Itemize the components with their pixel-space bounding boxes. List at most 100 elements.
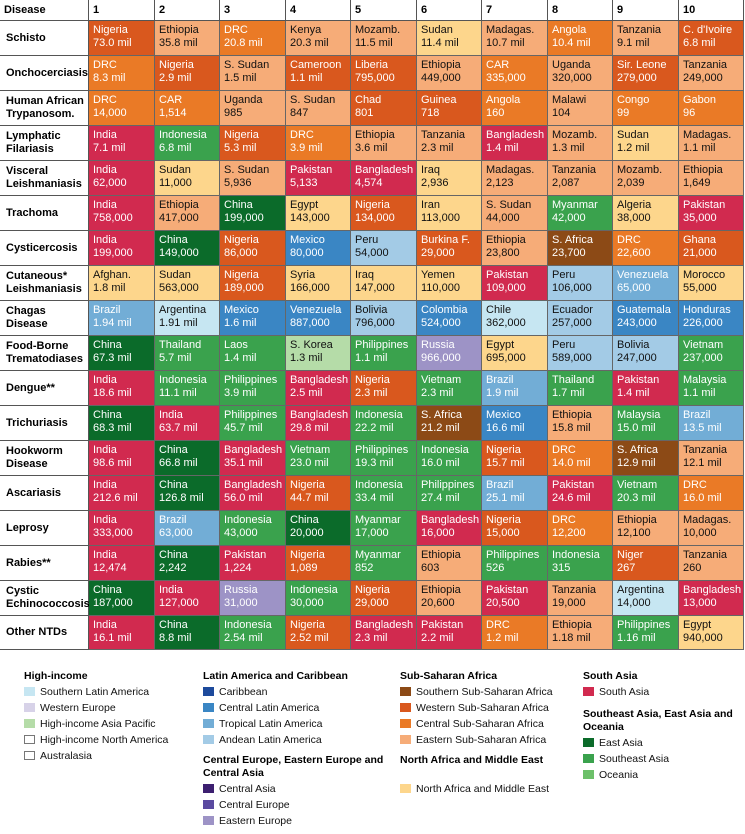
cell-country: Ethiopia: [159, 199, 199, 211]
cell-country: DRC: [93, 59, 117, 71]
legend-item: Southeast Asia: [583, 752, 669, 766]
table-cell: Nigeria 2.9 mil: [155, 56, 220, 91]
cell-country: Indonesia: [421, 444, 469, 456]
cell-country: Guatemala: [617, 304, 671, 316]
cell-country: Ethiopia: [552, 619, 592, 631]
cell-value: 2.52 mil: [290, 632, 329, 644]
cell-country: Vietnam: [421, 374, 462, 386]
cell-value: 801: [355, 107, 374, 119]
legend-item: Central Latin America: [203, 701, 319, 715]
cell-country: Indonesia: [224, 619, 272, 631]
table-cell: Brazil 13.5 mil: [679, 406, 744, 441]
legend-group-title: Central Europe, Eastern Europe and Centr…: [203, 754, 384, 779]
table-cell: Egypt 695,000: [482, 336, 548, 371]
cell-value: 106,000: [552, 282, 592, 294]
cell-country: India: [93, 234, 117, 246]
cell-country: Chile: [486, 304, 512, 316]
cell-country: Brazil: [159, 514, 187, 526]
cell-country: Malaysia: [617, 409, 661, 421]
cell-value: 335,000: [486, 72, 526, 84]
table-cell: Burkina F. 29,000: [417, 231, 482, 266]
cell-value: 11.1 mil: [159, 387, 197, 399]
table-cell: Peru 106,000: [548, 266, 613, 301]
cell-country: India: [93, 549, 117, 561]
table-cell: Ghana 21,000: [679, 231, 744, 266]
cell-value: 1.3 mil: [552, 142, 585, 154]
cell-value: 134,000: [355, 212, 395, 224]
cell-value: 5,936: [224, 177, 252, 189]
cell-country: India: [93, 129, 117, 141]
cell-value: 127,000: [159, 597, 199, 609]
cell-country: India: [93, 619, 117, 631]
cell-value: 2,087: [552, 177, 580, 189]
cell-value: 66.8 mil: [159, 457, 198, 469]
table-cell: Pakistan 24.6 mil: [548, 476, 613, 511]
cell-country: Vietnam: [683, 339, 724, 351]
cell-country: Tanzania: [552, 164, 597, 176]
table-cell: Thailand 1.7 mil: [548, 371, 613, 406]
cell-value: 29.8 mil: [290, 422, 329, 434]
cell-value: 985: [224, 107, 243, 119]
cell-value: 13,000: [683, 597, 717, 609]
table-cell: Vietnam 237,000: [679, 336, 744, 371]
cell-value: 333,000: [93, 527, 133, 539]
table-cell: Peru 589,000: [548, 336, 613, 371]
cell-value: 19.3 mil: [355, 457, 394, 469]
cell-country: Sudan: [159, 164, 191, 176]
cell-value: 65,000: [617, 282, 651, 294]
cell-value: 143,000: [290, 212, 330, 224]
cell-value: 589,000: [552, 352, 592, 364]
table-cell: Chile 362,000: [482, 301, 548, 336]
table-cell: China 187,000: [89, 581, 155, 616]
cell-country: Russia: [421, 339, 455, 351]
legend-label: Central Asia: [219, 783, 276, 795]
cell-value: 226,000: [683, 317, 723, 329]
table-cell: Peru 54,000: [351, 231, 417, 266]
cell-value: 44,000: [486, 212, 520, 224]
cell-country: S. Africa: [552, 234, 593, 246]
cell-country: Peru: [552, 269, 576, 281]
cell-country: Uganda: [224, 94, 263, 106]
cell-value: 16.0 mil: [683, 492, 722, 504]
cell-value: 68.3 mil: [93, 422, 132, 434]
table-cell: Nigeria 29,000: [351, 581, 417, 616]
table-cell: Yemen 110,000: [417, 266, 482, 301]
disease-label: Hookworm Disease: [0, 441, 89, 476]
cell-value: 11.4 mil: [421, 37, 459, 49]
disease-label: Chagas Disease: [0, 301, 89, 336]
cell-country: Iraq: [421, 164, 440, 176]
cell-country: Ethiopia: [552, 409, 592, 421]
legend-swatch: [400, 735, 411, 744]
cell-country: Ethiopia: [355, 129, 395, 141]
cell-value: 25.1 mil: [486, 492, 525, 504]
cell-value: 20.3 mil: [617, 492, 656, 504]
table-cell: Chad 801: [351, 91, 417, 126]
cell-country: Pakistan: [683, 199, 726, 211]
cell-value: 38,000: [617, 212, 651, 224]
cell-value: 1.5 mil: [224, 72, 257, 84]
table-cell: Sudan 11.4 mil: [417, 21, 482, 56]
cell-value: 12.9 mil: [617, 457, 656, 469]
table-cell: Tanzania 249,000: [679, 56, 744, 91]
cell-country: Mexico: [486, 409, 521, 421]
table-cell: Tanzania 9.1 mil: [613, 21, 679, 56]
table-cell: S. Africa 21.2 mil: [417, 406, 482, 441]
cell-country: Tanzania: [552, 584, 597, 596]
cell-country: Philippines: [224, 374, 278, 386]
cell-country: S. Sudan: [224, 59, 270, 71]
cell-value: 1.3 mil: [290, 352, 323, 364]
cell-country: Nigeria: [159, 59, 194, 71]
table-cell: China 149,000: [155, 231, 220, 266]
cell-value: 22.2 mil: [355, 422, 394, 434]
cell-value: 10.4 mil: [552, 37, 591, 49]
cell-value: 24.6 mil: [552, 492, 591, 504]
cell-value: 63.7 mil: [159, 422, 198, 434]
cell-country: DRC: [552, 514, 576, 526]
cell-value: 1.2 mil: [617, 142, 650, 154]
cell-value: 22,600: [617, 247, 651, 259]
cell-value: 8.8 mil: [159, 632, 192, 644]
cell-value: 14,000: [93, 107, 127, 119]
table-cell: Brazil 1.9 mil: [482, 371, 548, 406]
cell-value: 14.0 mil: [552, 457, 591, 469]
cell-country: Nigeria: [93, 24, 128, 36]
